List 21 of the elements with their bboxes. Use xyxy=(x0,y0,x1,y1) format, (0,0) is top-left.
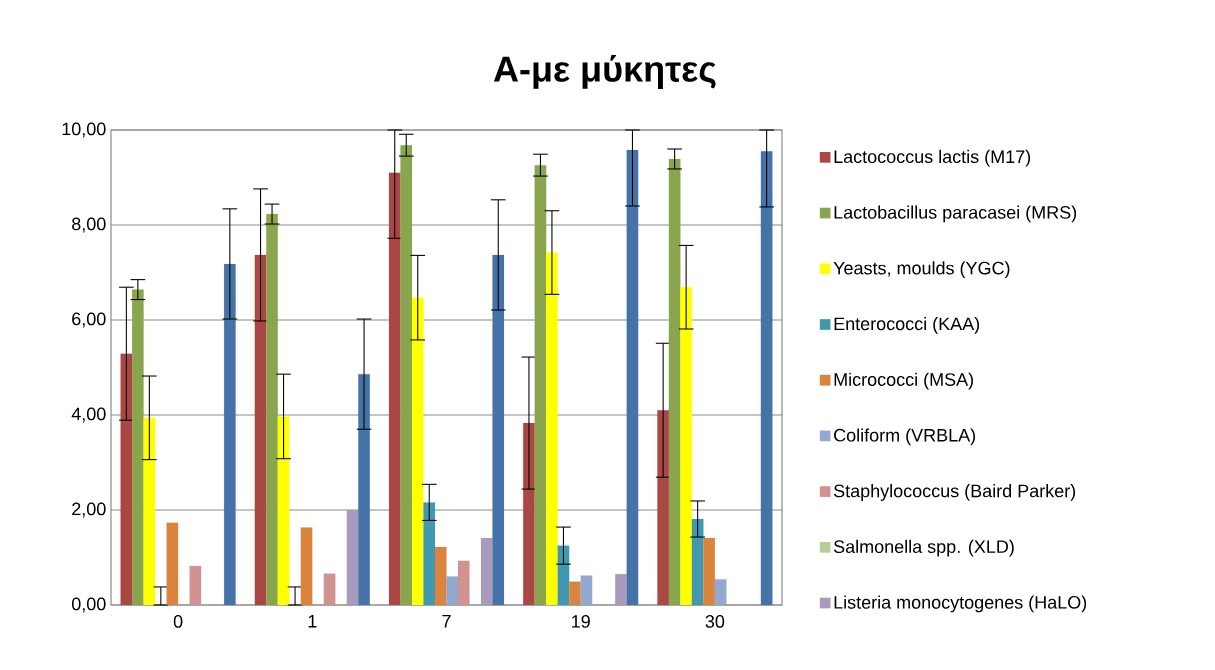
x-tick-label: 30 xyxy=(705,615,725,628)
x-tick-label: 7 xyxy=(442,615,451,628)
x-tick-label: 0 xyxy=(173,615,183,628)
y-tick-label: 10,00 xyxy=(62,122,106,138)
legend-label: Salmonella spp. (XLD) xyxy=(833,539,1014,557)
legend-label: Micrococci (MSA) xyxy=(834,372,973,390)
y-tick-label: 6,00 xyxy=(72,312,106,328)
x-tick-label: 19 xyxy=(572,615,590,628)
legend-label: Lactococcus lactis (M17) xyxy=(834,149,1031,167)
y-tick-label: 0,00 xyxy=(71,597,106,613)
legend-label: Listeria monocytogenes (HaLO) xyxy=(834,595,1087,613)
legend-label: Staphylococcus (Baird Parker) xyxy=(833,484,1076,501)
y-tick-label: 2,00 xyxy=(72,502,106,518)
y-tick-label: 8,00 xyxy=(72,217,106,233)
legend-label: Enterococci (KAA) xyxy=(834,316,980,334)
chart-title: Α-με μύκητες xyxy=(493,55,716,89)
legend-label: Coliform (VRBLA) xyxy=(834,428,976,446)
x-tick-label: 1 xyxy=(308,615,317,628)
legend-label: Yeasts, moulds (YGC) xyxy=(833,261,1010,279)
legend-label: Lactobacillus paracasei (MRS) xyxy=(834,205,1077,223)
y-tick-label: 4,00 xyxy=(71,407,106,423)
